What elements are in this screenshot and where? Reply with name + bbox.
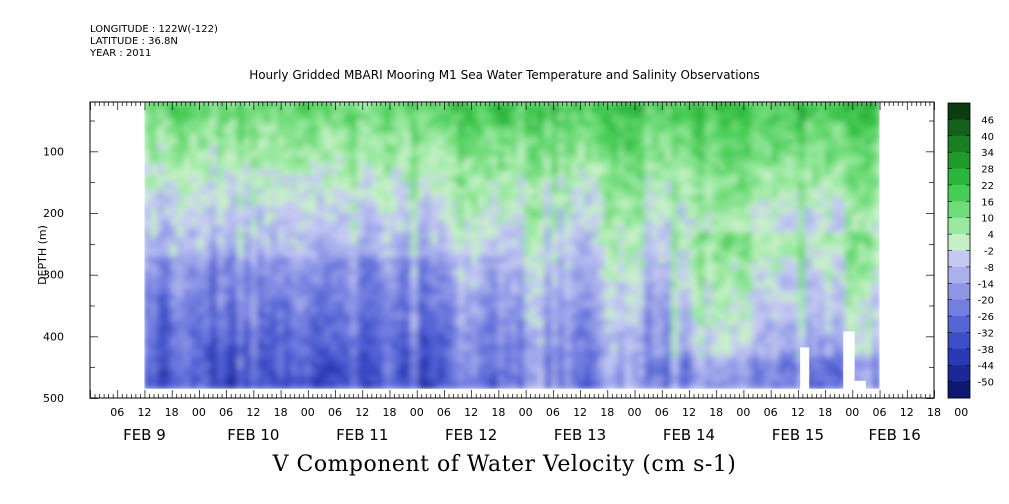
x-day-label: FEB 11 xyxy=(336,426,388,444)
colorbar-label: -50 xyxy=(978,378,994,389)
y-tick-label: 200 xyxy=(43,207,64,220)
colorbar-label: -38 xyxy=(978,345,994,356)
colorbar-label: -26 xyxy=(978,312,994,323)
x-tick-label: 00 xyxy=(301,406,315,419)
x-tick-label: 18 xyxy=(382,406,396,419)
x-tick-label: 00 xyxy=(954,406,968,419)
x-tick-label: 00 xyxy=(192,406,206,419)
colorbar-swatch xyxy=(948,365,970,383)
colorbar-swatch xyxy=(948,234,970,251)
plot-frame xyxy=(89,101,935,399)
x-day-label: FEB 12 xyxy=(445,426,497,444)
x-tick-label: 18 xyxy=(491,406,505,419)
x-tick-label: 12 xyxy=(464,406,478,419)
colorbar-swatch xyxy=(948,283,970,301)
colorbar-label: -8 xyxy=(984,263,994,274)
x-tick-label: 12 xyxy=(573,406,587,419)
colorbar-label: 34 xyxy=(981,148,994,159)
colorbar-swatch xyxy=(948,217,970,235)
x-tick-label: 06 xyxy=(437,406,451,419)
colorbar-swatch xyxy=(948,332,970,350)
colorbar-swatch xyxy=(948,184,970,202)
x-tick-label: 06 xyxy=(655,406,669,419)
x-tick-label: 12 xyxy=(355,406,369,419)
x-tick-label: 12 xyxy=(682,406,696,419)
colorbar-label: 28 xyxy=(981,165,994,176)
y-tick-label: 500 xyxy=(43,392,64,405)
x-tick-label: 00 xyxy=(736,406,750,419)
velocity-cells xyxy=(144,102,880,389)
x-day-label: FEB 16 xyxy=(868,426,920,444)
x-tick-label: 18 xyxy=(600,406,614,419)
x-tick-label: 06 xyxy=(873,406,887,419)
y-tick-label: 100 xyxy=(43,145,64,158)
gap-0 xyxy=(800,347,810,390)
velocity-field xyxy=(144,102,880,389)
colorbar-label: 40 xyxy=(981,132,994,143)
x-day-label: FEB 10 xyxy=(227,426,279,444)
colorbar-label: -32 xyxy=(978,328,994,339)
x-tick-label: 18 xyxy=(927,406,941,419)
gap-2 xyxy=(854,380,866,390)
x-tick-label: 06 xyxy=(328,406,342,419)
colorbar-label: 10 xyxy=(981,214,994,225)
y-axis: 100 200 300 400 500 xyxy=(43,120,934,405)
x-tick-label: 00 xyxy=(410,406,424,419)
colorbar-label: -2 xyxy=(984,247,994,258)
x-day-label: FEB 15 xyxy=(772,426,824,444)
x-tick-label: 06 xyxy=(546,406,560,419)
x-tick-label: 00 xyxy=(519,406,533,419)
colorbar: 46 40 34 28 22 16 10 4 -2 -8 -14 -20 -26 -32 -38 -44 -50 xyxy=(947,102,994,399)
colorbar-label: 4 xyxy=(988,230,994,241)
x-tick-label: 12 xyxy=(137,406,151,419)
x-tick-label: 06 xyxy=(219,406,233,419)
gap-1 xyxy=(843,331,855,390)
x-tick-label: 12 xyxy=(900,406,914,419)
colorbar-swatch xyxy=(948,381,970,399)
chart-title: Hourly Gridded MBARI Mooring M1 Sea Wate… xyxy=(249,68,760,82)
colorbar-swatch xyxy=(948,168,970,186)
colorbar-swatch xyxy=(948,103,970,120)
year-text: YEAR : 2011 xyxy=(90,48,152,59)
x-tick-label: 00 xyxy=(845,406,859,419)
colorbar-swatch xyxy=(948,119,970,137)
chart-caption: V Component of Water Velocity (cm s-1) xyxy=(272,452,737,477)
x-tick-label: 12 xyxy=(791,406,805,419)
colorbar-label: 16 xyxy=(981,197,994,208)
colorbar-swatch xyxy=(948,135,970,153)
x-day-label: FEB 13 xyxy=(554,426,606,444)
colorbar-swatch xyxy=(948,348,970,366)
x-tick-label: 18 xyxy=(709,406,723,419)
colorbar-swatch xyxy=(948,152,970,169)
latitude-text: LATITUDE : 36.8N xyxy=(90,36,178,47)
x-axis: 06 12 18 00 06 12 18 00 06 12 18 00 06 12 18 00 06 12 18 00… xyxy=(90,102,968,444)
colorbar-swatch xyxy=(948,299,970,317)
colorbar-label: 46 xyxy=(981,115,994,126)
x-tick-label: 18 xyxy=(818,406,832,419)
colorbar-swatch xyxy=(948,316,970,333)
data-gaps xyxy=(800,331,866,390)
colorbar-label: -44 xyxy=(978,361,994,372)
y-axis-label: DEPTH (m) xyxy=(36,225,49,285)
axes-box xyxy=(89,101,935,399)
x-day-label: FEB 9 xyxy=(123,426,166,444)
colorbar-label: -14 xyxy=(978,279,994,290)
longitude-text: LONGITUDE : 122W(-122) xyxy=(90,24,218,35)
colorbar-label: -20 xyxy=(978,296,994,307)
x-tick-label: 12 xyxy=(246,406,260,419)
x-day-label: FEB 14 xyxy=(663,426,715,444)
colorbar-label: 22 xyxy=(981,181,994,192)
x-tick-label: 18 xyxy=(274,406,288,419)
colorbar-swatch xyxy=(948,266,970,284)
x-tick-label: 18 xyxy=(165,406,179,419)
x-tick-label: 06 xyxy=(110,406,124,419)
colorbar-swatch xyxy=(948,250,970,268)
colorbar-swatch xyxy=(948,201,970,219)
y-tick-label: 400 xyxy=(43,330,64,343)
x-tick-label: 06 xyxy=(764,406,778,419)
x-tick-label: 00 xyxy=(628,406,642,419)
y-tick-label: 300 xyxy=(43,269,64,282)
